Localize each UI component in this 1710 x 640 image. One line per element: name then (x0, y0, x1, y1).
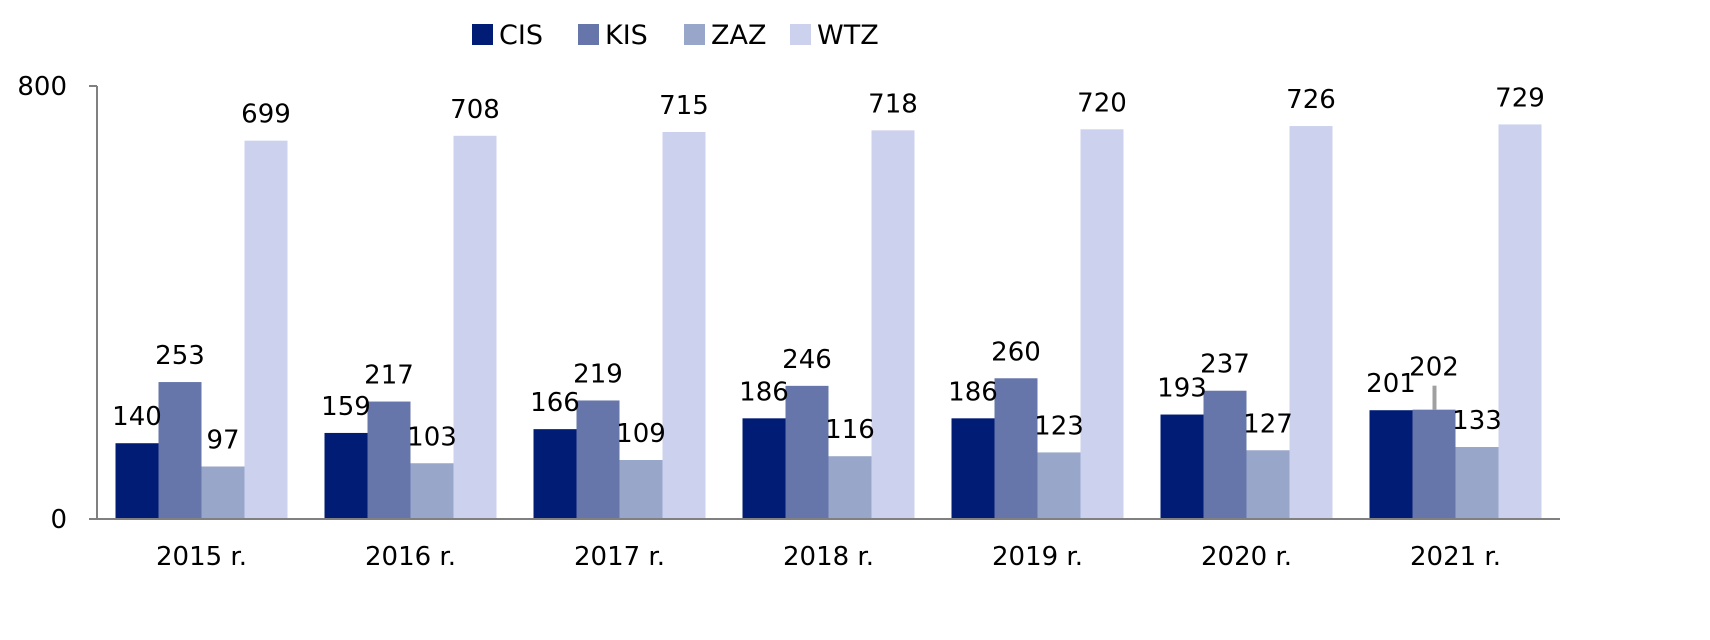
data-label: 217 (364, 361, 414, 391)
bar-cis-6 (1369, 410, 1413, 519)
legend-swatch (684, 24, 705, 45)
data-label: 237 (1200, 350, 1250, 380)
x-tick-label: 2020 r. (1201, 542, 1292, 572)
bar-wtz-0 (244, 140, 288, 519)
data-label: 726 (1286, 85, 1336, 115)
bar-zaz-4 (1037, 452, 1081, 519)
bar-wtz-4 (1080, 129, 1124, 520)
data-label: 133 (1452, 406, 1502, 436)
data-label: 166 (530, 388, 580, 418)
bar-kis-1 (367, 401, 411, 519)
data-labels: 1402539769915921710370816621910971518624… (112, 83, 1545, 455)
data-label: 123 (1034, 411, 1084, 441)
bar-zaz-3 (828, 456, 872, 519)
bar-zaz-1 (410, 463, 454, 519)
data-label: 159 (321, 392, 371, 422)
bar-cis-0 (115, 443, 159, 519)
bar-cis-5 (1160, 414, 1204, 519)
legend-swatch (790, 24, 811, 45)
data-label: 715 (659, 91, 709, 121)
data-label: 219 (573, 359, 623, 389)
data-label: 253 (155, 341, 205, 371)
x-tick-label: 2018 r. (783, 542, 874, 572)
data-label: 140 (112, 402, 162, 432)
bar-kis-0 (158, 382, 202, 519)
bar-wtz-6 (1498, 124, 1542, 520)
y-tick-label: 800 (17, 72, 67, 102)
y-tick-label: 0 (50, 505, 67, 535)
bar-kis-3 (785, 385, 829, 519)
legend-label: CIS (499, 20, 543, 51)
axes: 2015 r. 2016 r. 2017 r. 2018 r. 2019 r. 2020 … (17, 72, 1560, 572)
bar-zaz-2 (619, 460, 663, 519)
bar-wtz-2 (662, 132, 706, 519)
bar-wtz-5 (1289, 126, 1333, 520)
legend: CIS KIS ZAZ WTZ (472, 20, 879, 51)
data-label: 699 (241, 100, 291, 130)
legend-label: ZAZ (711, 20, 766, 51)
data-label: 202 (1409, 353, 1459, 383)
legend-label: WTZ (817, 20, 879, 51)
x-tick-label: 2021 r. (1410, 542, 1501, 572)
x-tick-label: 2017 r. (574, 542, 665, 572)
bar-wtz-1 (453, 135, 497, 520)
x-tick-label: 2015 r. (156, 542, 247, 572)
data-label: 201 (1366, 369, 1416, 399)
bar-zaz-5 (1246, 450, 1290, 519)
legend-swatch (472, 24, 493, 45)
legend-item-wtz: WTZ (790, 20, 879, 51)
data-label: 720 (1077, 88, 1127, 118)
data-label: 718 (868, 89, 918, 119)
data-label: 116 (825, 415, 875, 445)
bars (115, 124, 1542, 520)
data-label: 246 (782, 345, 832, 375)
legend-item-cis: CIS (472, 20, 543, 51)
bar-cis-3 (742, 418, 786, 519)
legend-item-zaz: ZAZ (684, 20, 766, 51)
data-label: 103 (407, 422, 457, 452)
data-label: 186 (739, 377, 789, 407)
data-label: 729 (1495, 83, 1545, 113)
data-label: 186 (948, 377, 998, 407)
bar-kis-6 (1412, 409, 1456, 519)
data-label: 109 (616, 419, 666, 449)
bar-cis-1 (324, 432, 368, 519)
legend-swatch (578, 24, 599, 45)
bar-kis-5 (1203, 390, 1247, 519)
data-label: 97 (206, 425, 239, 455)
bar-cis-2 (533, 429, 577, 519)
legend-label: KIS (605, 20, 648, 51)
data-label: 193 (1157, 374, 1207, 404)
bar-kis-2 (576, 400, 620, 519)
x-tick-label: 2019 r. (992, 542, 1083, 572)
legend-item-kis: KIS (578, 20, 648, 51)
data-label: 260 (991, 337, 1041, 367)
bar-zaz-0 (201, 466, 245, 519)
bar-zaz-6 (1455, 447, 1499, 519)
bar-kis-4 (994, 378, 1038, 519)
x-tick-label: 2016 r. (365, 542, 456, 572)
bar-wtz-3 (871, 130, 915, 519)
bar-cis-4 (951, 418, 995, 519)
data-label: 127 (1243, 409, 1293, 439)
data-label: 708 (450, 95, 500, 125)
